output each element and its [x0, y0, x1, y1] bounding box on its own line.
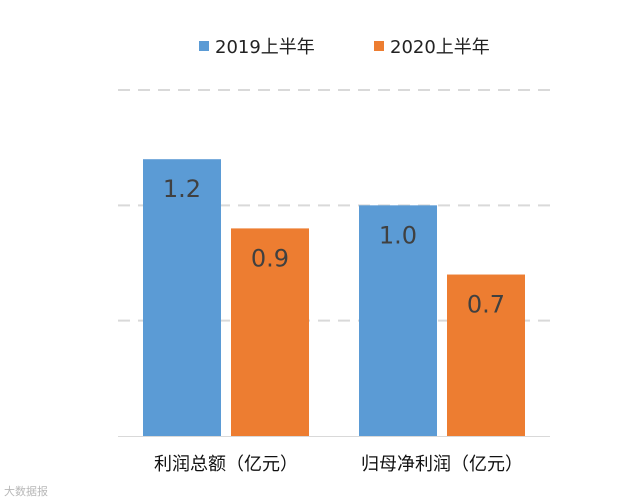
- legend-item-2019: 2019上半年: [199, 35, 315, 58]
- data-label-0-1: 0.9: [251, 244, 289, 272]
- legend-swatch-2020: [374, 41, 384, 51]
- bar-1-0: [359, 205, 437, 436]
- legend-label-2020: 2020上半年: [390, 37, 490, 58]
- data-label-1-0: 1.0: [379, 221, 417, 249]
- legend-item-2020: 2020上半年: [374, 35, 490, 58]
- category-label-1: 归母净利润（亿元）: [361, 454, 523, 475]
- legend-label-2019: 2019上半年: [215, 37, 315, 58]
- bar-0-1: [231, 228, 309, 436]
- category-label-0: 利润总额（亿元）: [154, 454, 298, 475]
- bar-1-1: [447, 274, 525, 436]
- data-label-0-0: 1.2: [163, 175, 201, 203]
- watermark: 大数据报: [4, 485, 48, 498]
- legend-swatch-2019: [199, 41, 209, 51]
- data-label-1-1: 0.7: [467, 291, 505, 319]
- bar-0-0: [143, 159, 221, 436]
